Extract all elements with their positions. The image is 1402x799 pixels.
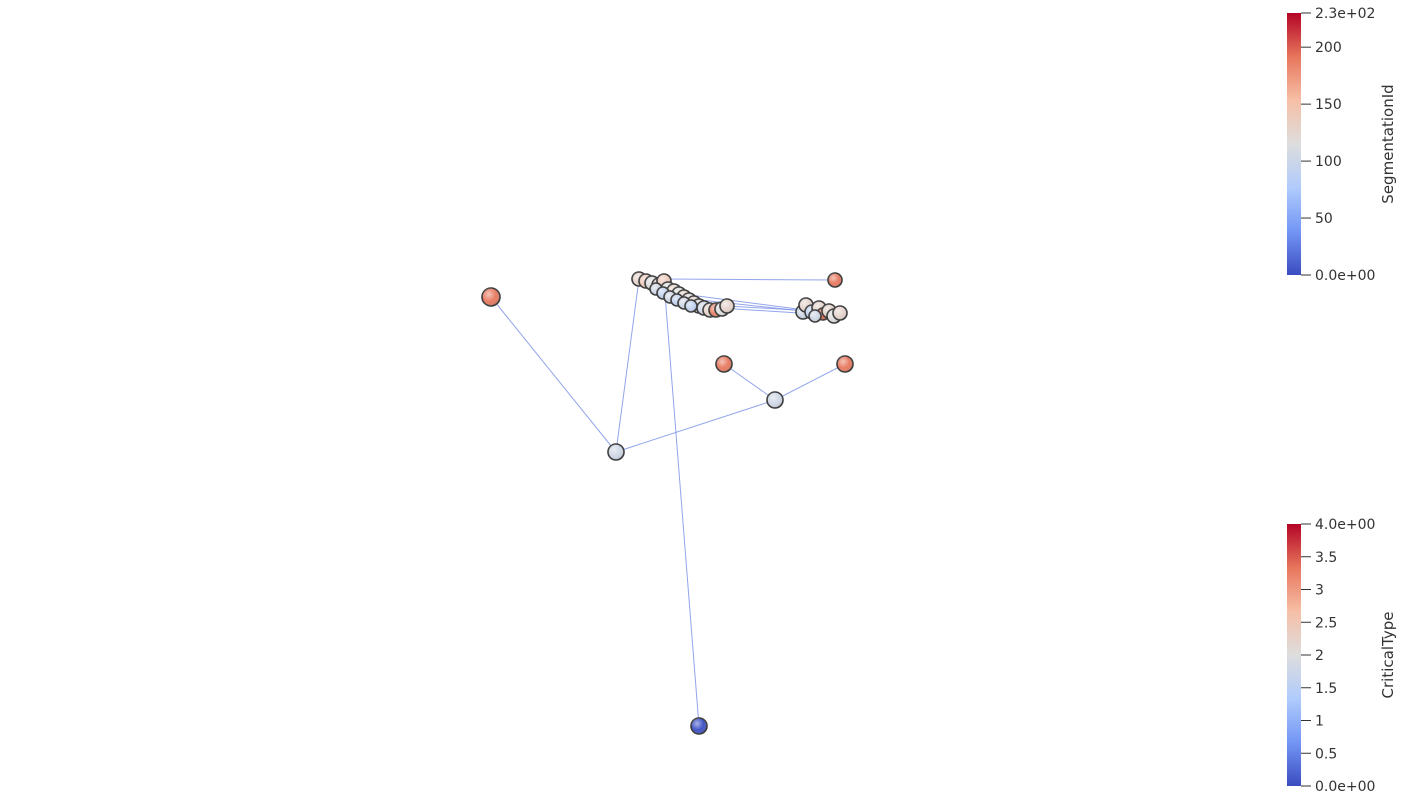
graph-edge [615,399,776,453]
critical-type-tick-label: 2 [1315,648,1324,664]
critical-point-node [766,391,784,409]
critical-type-legend-title: CriticalType [1379,612,1397,699]
segmentation-tick-label: 200 [1315,40,1342,56]
critical-type-tick-label: 0.0e+00 [1315,779,1375,795]
critical-type-tick-label: 3.5 [1315,550,1337,566]
critical-type-tick-label: 1 [1315,714,1324,730]
critical-point-node [836,355,854,373]
segmentation-legend-title: SegmentationId [1379,84,1397,203]
critical-type-tick-label: 1.5 [1315,681,1337,697]
critical-point-node [719,298,735,314]
graph-edges [490,278,846,727]
graph-edge [663,280,700,727]
graph-edge [663,278,836,281]
graph-edge [615,278,640,453]
critical-point-node [827,272,843,288]
critical-point-node [607,443,625,461]
segmentation-colorbar [1287,13,1301,275]
critical-point-node [481,287,501,307]
graph-edge [723,363,776,401]
critical-type-colorbar [1287,524,1301,786]
critical-point-node [715,355,733,373]
graph-edge [490,296,617,453]
graph-nodes [481,271,854,735]
graph-edge [774,363,846,401]
segmentation-tick-label: 0.0e+00 [1315,268,1375,284]
segmentation-tick-label: 50 [1315,211,1333,227]
critical-point-node [808,309,822,323]
critical-point-node [832,305,848,321]
segmentation-ticks: 2.3e+02 200 150 100 50 0.0e+00 [1301,6,1375,284]
critical-type-tick-label: 0.5 [1315,746,1337,762]
segmentation-tick-label: 100 [1315,154,1342,170]
critical-type-tick-label: 3 [1315,583,1324,599]
critical-point-node [690,717,708,735]
segmentation-color-legend: 2.3e+02 200 150 100 50 0.0e+00 SegmentationId [1287,6,1397,284]
critical-type-tick-label: 4.0e+00 [1315,517,1375,533]
segmentation-tick-label: 2.3e+02 [1315,6,1375,22]
critical-type-ticks: 4.0e+00 3.5 3 2.5 2 1.5 1 0.5 0.0e+00 [1301,517,1375,795]
segmentation-tick-label: 150 [1315,97,1342,113]
critical-point-node [684,299,698,313]
critical-type-tick-label: 2.5 [1315,615,1337,631]
graph-edge [689,294,806,311]
critical-type-color-legend: 4.0e+00 3.5 3 2.5 2 1.5 1 0.5 0.0e+00 CriticalTy… [1287,517,1397,795]
